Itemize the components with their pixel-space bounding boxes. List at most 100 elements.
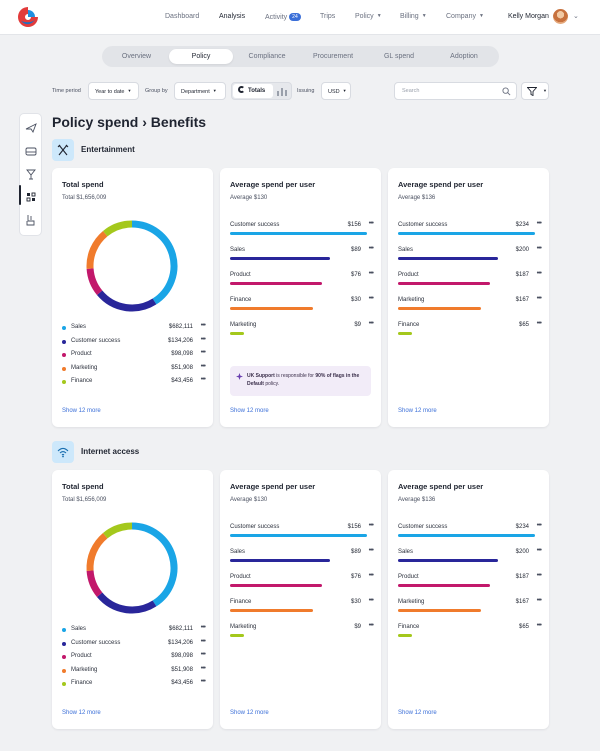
tab-policy[interactable]: Policy <box>169 49 233 64</box>
bar-row[interactable]: Sales $200 ••• <box>398 245 542 272</box>
donut-segment-product[interactable] <box>86 268 103 296</box>
legend-row-product[interactable]: Product $98,098 ••• <box>62 349 206 365</box>
nav-billing[interactable]: Billing ▼ <box>400 13 427 20</box>
bar-row[interactable]: Finance $65 ••• <box>398 622 542 649</box>
legend-row-customer-success[interactable]: Customer success $134,206 ••• <box>62 637 206 654</box>
tab-procurement[interactable]: Procurement <box>312 53 354 60</box>
donut-segment-sales[interactable] <box>131 522 178 607</box>
nav-policy[interactable]: Policy ▼ <box>355 13 382 20</box>
more-options-icon[interactable]: ••• <box>200 637 206 645</box>
more-options-icon[interactable]: ••• <box>200 624 206 631</box>
legend-row-sales[interactable]: Sales $682,111 ••• <box>62 624 206 640</box>
more-options-icon[interactable]: ••• <box>368 547 374 554</box>
user-menu-chevron-icon[interactable]: ⌄ <box>573 13 579 20</box>
show-more-link[interactable]: Show 12 more <box>230 710 269 716</box>
bar-row[interactable]: Customer success $234 ••• <box>398 220 542 247</box>
bar-row[interactable]: Finance $30 ••• <box>230 597 374 624</box>
more-options-icon[interactable]: ••• <box>536 622 542 629</box>
group-by-select[interactable]: Department ▼ <box>174 82 226 100</box>
bar-row[interactable]: Marketing $9 ••• <box>230 622 374 649</box>
more-options-icon[interactable]: ••• <box>368 270 374 277</box>
show-more-link[interactable]: Show 12 more <box>62 710 101 716</box>
show-more-link[interactable]: Show 12 more <box>62 408 101 414</box>
bar-row[interactable]: Marketing $167 ••• <box>398 597 542 624</box>
more-options-icon[interactable]: ••• <box>536 270 542 277</box>
bar-row[interactable]: Product $187 ••• <box>398 572 542 599</box>
receipt-icon[interactable] <box>25 214 37 226</box>
bar-row[interactable]: Sales $200 ••• <box>398 547 542 574</box>
time-period-select[interactable]: Year to date ▼ <box>88 82 139 100</box>
show-more-link[interactable]: Show 12 more <box>230 408 269 414</box>
more-options-icon[interactable]: ••• <box>368 320 374 327</box>
bar-row[interactable]: Finance $30 ••• <box>230 295 374 322</box>
search-input[interactable]: Search <box>394 82 517 100</box>
totals-option[interactable]: Totals <box>233 84 273 98</box>
tab-compliance[interactable]: Compliance <box>248 53 286 60</box>
bar-row[interactable]: Marketing $167 ••• <box>398 295 542 322</box>
more-options-icon[interactable]: ••• <box>200 335 206 343</box>
legend-row-sales[interactable]: Sales $682,111 ••• <box>62 322 206 338</box>
more-options-icon[interactable]: ••• <box>368 622 374 629</box>
nav-trips[interactable]: Trips <box>320 13 336 20</box>
cocktail-icon[interactable] <box>25 168 37 180</box>
more-options-icon[interactable]: ••• <box>200 376 206 383</box>
donut-segment-marketing[interactable] <box>86 230 108 269</box>
more-options-icon[interactable]: ••• <box>368 597 374 604</box>
bar-row[interactable]: Product $76 ••• <box>230 572 374 599</box>
bed-icon[interactable] <box>25 145 37 157</box>
donut-segment-finance[interactable] <box>102 522 133 539</box>
nav-analysis[interactable]: Analysis <box>219 13 246 20</box>
bar-row[interactable]: Marketing $9 ••• <box>230 320 374 347</box>
legend-row-marketing[interactable]: Marketing $51,908 ••• <box>62 362 206 379</box>
donut-segment-marketing[interactable] <box>86 532 108 571</box>
bar-row[interactable]: Sales $89 ••• <box>230 245 374 272</box>
bar-chart-icon[interactable] <box>276 86 288 96</box>
tab-adoption[interactable]: Adoption <box>450 53 478 60</box>
more-options-icon[interactable]: ••• <box>536 245 542 252</box>
more-options-icon[interactable]: ••• <box>536 547 542 554</box>
bar-row[interactable]: Customer success $156 ••• <box>230 522 374 549</box>
donut-segment-product[interactable] <box>86 570 103 598</box>
show-more-link[interactable]: Show 12 more <box>398 710 437 716</box>
currency-select[interactable]: USD ▼ <box>321 82 351 100</box>
airplane-icon[interactable] <box>25 122 37 134</box>
more-options-icon[interactable]: ••• <box>368 522 374 529</box>
nav-activity[interactable]: Activity 24 <box>265 13 301 21</box>
donut-segment-customer-success[interactable] <box>96 592 157 614</box>
more-options-icon[interactable]: ••• <box>200 362 206 370</box>
company-logo-icon[interactable] <box>17 6 39 28</box>
filter-button[interactable]: ▼ <box>521 82 549 100</box>
legend-row-finance[interactable]: Finance $43,456 ••• <box>62 678 206 694</box>
bar-row[interactable]: Finance $65 ••• <box>398 320 542 347</box>
bar-row[interactable]: Product $76 ••• <box>230 270 374 297</box>
legend-row-customer-success[interactable]: Customer success $134,206 ••• <box>62 335 206 352</box>
more-options-icon[interactable]: ••• <box>200 664 206 672</box>
bar-row[interactable]: Customer success $234 ••• <box>398 522 542 549</box>
totals-toggle[interactable]: Totals <box>231 82 292 100</box>
legend-row-product[interactable]: Product $98,098 ••• <box>62 651 206 667</box>
more-options-icon[interactable]: ••• <box>536 597 542 604</box>
show-more-link[interactable]: Show 12 more <box>398 408 437 414</box>
donut-segment-sales[interactable] <box>131 220 178 305</box>
more-options-icon[interactable]: ••• <box>200 349 206 356</box>
legend-row-marketing[interactable]: Marketing $51,908 ••• <box>62 664 206 681</box>
more-options-icon[interactable]: ••• <box>536 572 542 579</box>
more-options-icon[interactable]: ••• <box>368 220 374 227</box>
more-options-icon[interactable]: ••• <box>536 522 542 529</box>
tab-gl-spend[interactable]: GL spend <box>383 53 415 60</box>
more-options-icon[interactable]: ••• <box>200 651 206 658</box>
bar-row[interactable]: Customer success $156 ••• <box>230 220 374 247</box>
benefits-icon[interactable] <box>25 191 37 203</box>
user-name[interactable]: Kelly Morgan <box>508 13 549 20</box>
nav-dashboard[interactable]: Dashboard <box>165 13 200 20</box>
more-options-icon[interactable]: ••• <box>368 245 374 252</box>
legend-row-finance[interactable]: Finance $43,456 ••• <box>62 376 206 392</box>
bar-row[interactable]: Sales $89 ••• <box>230 547 374 574</box>
donut-segment-finance[interactable] <box>102 220 133 237</box>
more-options-icon[interactable]: ••• <box>200 322 206 329</box>
more-options-icon[interactable]: ••• <box>200 678 206 685</box>
more-options-icon[interactable]: ••• <box>368 295 374 302</box>
nav-company[interactable]: Company ▼ <box>446 13 484 20</box>
more-options-icon[interactable]: ••• <box>536 320 542 327</box>
avatar[interactable] <box>553 9 568 24</box>
